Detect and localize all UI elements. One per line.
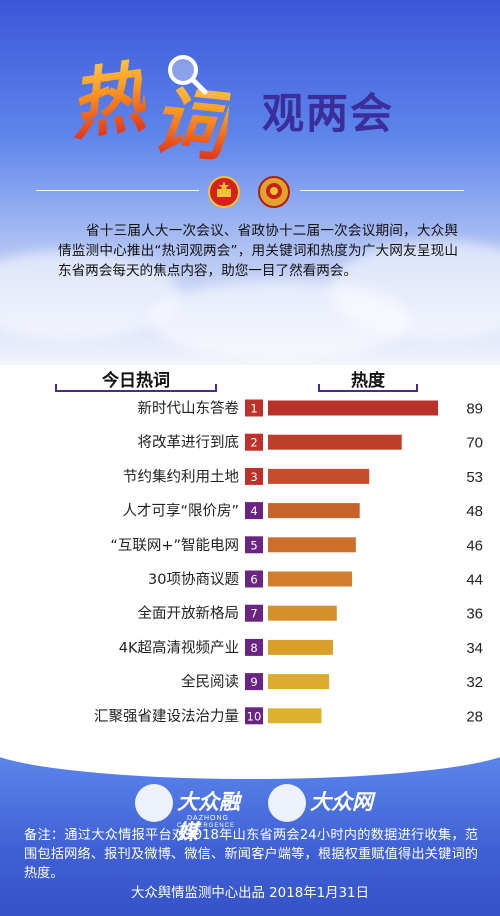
column-header-heat: 热度 [318, 366, 418, 392]
heat-value: 48 [466, 503, 483, 520]
keyword-label: 新时代山东答卷 [138, 400, 240, 417]
rank-number: 2 [250, 436, 257, 450]
title-subtitle: 观两会 [262, 89, 395, 138]
keyword-label: 全面开放新格局 [138, 604, 240, 622]
cloud-decoration [0, 250, 180, 340]
rank-number: 8 [250, 641, 257, 655]
column-header-tick [318, 384, 320, 392]
rank-badge [245, 536, 263, 554]
rank-badge [245, 604, 263, 622]
national-emblem-icon [208, 176, 240, 208]
rank-badge [245, 707, 263, 725]
dazhong-media-logo-en-sub: CONVERGENCE MEDIA [177, 823, 236, 835]
heat-value: 70 [466, 435, 483, 452]
cppcc-emblem-icon [258, 176, 290, 208]
column-header-underline [318, 390, 418, 392]
heat-bar [268, 639, 333, 655]
keyword-label: “互联网+”智能电网 [110, 537, 239, 554]
rank-number: 5 [250, 538, 257, 552]
header-divider-right [300, 190, 464, 191]
footer-wave-decoration [0, 755, 500, 779]
keyword-label: 全民阅读 [181, 673, 239, 691]
rank-badge [245, 673, 263, 691]
heat-value: 34 [466, 640, 483, 657]
heat-bar [268, 503, 360, 519]
rank-number: 4 [250, 504, 257, 518]
heat-bar [268, 400, 438, 416]
rank-number: 10 [247, 709, 262, 723]
dazhong-media-logo-en: DAZHONG [187, 815, 229, 822]
keyword-label: 人才可享“限价房” [122, 503, 239, 520]
heat-bar [268, 468, 370, 484]
heat-value: 28 [466, 708, 483, 725]
keyword-label: 节约集约利用土地 [123, 468, 239, 485]
rank-number: 1 [250, 402, 257, 416]
dazhong-media-logo-mark-icon [135, 784, 173, 822]
rank-badge [245, 433, 263, 451]
dzwww-logo-mark-icon [268, 784, 306, 822]
intro-text: 省十三届人大一次会议、省政协十二届一次会议期间，大众舆情监测中心推出“热词观两会… [58, 223, 458, 279]
heat-bar [268, 537, 356, 553]
keyword-label: 4K超高清视频产业 [119, 639, 239, 656]
column-header-tick [55, 384, 57, 392]
header-banner: 热 词 观两会 省十三届人大一次会议、省政协十二届一次会议期间，大众舆情监测中心… [0, 0, 500, 365]
rank-badge [245, 570, 263, 588]
keyword-label: 将改革进行到底 [138, 434, 240, 451]
rank-number: 3 [250, 470, 257, 484]
heat-value: 44 [466, 572, 483, 589]
heat-value: 36 [466, 606, 483, 623]
footer-panel: 大众融媒 DAZHONG CONVERGENCE MEDIA 大众网 [0, 755, 500, 916]
heat-bar [268, 708, 322, 724]
keyword-label: 30项协商议题 [148, 571, 239, 588]
cloud-decoration [330, 240, 500, 340]
heat-bar [268, 571, 353, 587]
dazhong-media-logo-name: 大众融媒 [177, 789, 240, 844]
header-divider-left [36, 190, 199, 191]
heat-bar [268, 674, 330, 690]
column-header-heat-label: 热度 [351, 371, 385, 391]
rank-badge [245, 467, 263, 485]
heat-value: 46 [466, 537, 483, 554]
dazhong-media-logo: 大众融媒 DAZHONG CONVERGENCE MEDIA [135, 782, 255, 844]
column-header-underline [55, 390, 217, 392]
rank-number: 9 [250, 675, 257, 689]
heat-value: 89 [466, 401, 483, 418]
column-header-tick [416, 384, 418, 392]
rank-badge [245, 399, 263, 417]
title-char-re: 热 [61, 35, 152, 155]
rank-number: 7 [250, 607, 257, 621]
dzwww-logo-name: 大众网 [310, 789, 373, 814]
rank-badge [245, 638, 263, 656]
dzwww-logo: 大众网 [268, 782, 378, 828]
column-header-keywords-label: 今日热词 [102, 371, 170, 391]
heat-value: 53 [466, 469, 483, 486]
magnifier-icon [168, 55, 208, 95]
rank-number: 6 [250, 573, 257, 587]
keyword-label: 汇聚强省建设法治力量 [94, 708, 239, 725]
rank-badge [245, 502, 263, 520]
heat-value: 32 [466, 674, 483, 691]
footer-note: 备注：通过大众情报平台对2018年山东省两会24小时内的数据进行收集，范围包括网… [24, 828, 478, 881]
column-header-tick [215, 384, 217, 392]
column-header-keywords: 今日热词 [55, 366, 217, 392]
heat-bar [268, 434, 402, 450]
heat-bar [268, 605, 337, 621]
footer-credit: 大众舆情监测中心出品 2018年1月31日 [131, 886, 369, 901]
